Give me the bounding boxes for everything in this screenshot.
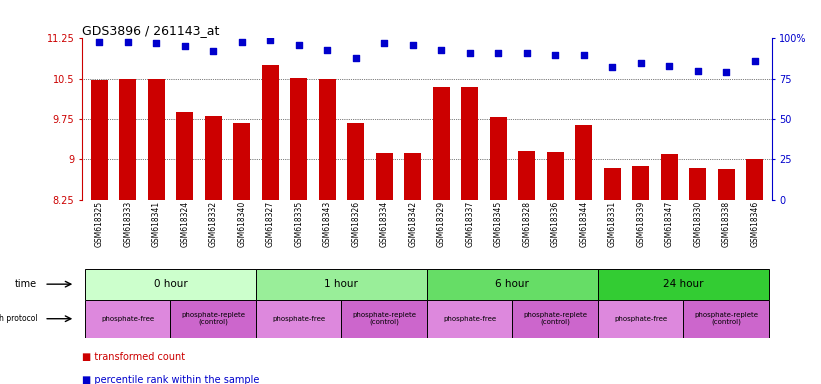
Point xyxy=(378,40,391,46)
Point xyxy=(548,51,562,58)
Text: phosphate-replete
(control): phosphate-replete (control) xyxy=(694,312,758,326)
Bar xyxy=(256,300,342,338)
Point xyxy=(663,63,676,69)
Bar xyxy=(746,159,764,200)
Point xyxy=(406,42,420,48)
Bar xyxy=(148,79,165,200)
Bar xyxy=(518,151,535,200)
Bar xyxy=(85,300,171,338)
Point xyxy=(292,42,305,48)
Text: time: time xyxy=(15,279,37,289)
Bar xyxy=(233,123,250,200)
Text: ■ transformed count: ■ transformed count xyxy=(82,352,186,362)
Text: 24 hour: 24 hour xyxy=(663,279,704,289)
Text: phosphate-free: phosphate-free xyxy=(272,316,325,322)
Point xyxy=(463,50,476,56)
Point xyxy=(93,38,106,45)
Bar xyxy=(90,80,108,200)
Text: phosphate-free: phosphate-free xyxy=(101,316,154,322)
Text: 1 hour: 1 hour xyxy=(324,279,358,289)
Point xyxy=(264,37,277,43)
Bar xyxy=(461,87,478,200)
Bar xyxy=(376,153,392,200)
Point xyxy=(178,43,191,50)
Bar xyxy=(85,269,256,300)
Text: GDS3896 / 261143_at: GDS3896 / 261143_at xyxy=(82,24,219,37)
Bar xyxy=(433,87,450,200)
Bar xyxy=(603,168,621,200)
Bar xyxy=(661,154,677,200)
Bar xyxy=(177,112,193,200)
Text: phosphate-replete
(control): phosphate-replete (control) xyxy=(523,312,587,326)
Point xyxy=(634,60,647,66)
Text: 0 hour: 0 hour xyxy=(154,279,187,289)
Point xyxy=(719,69,732,75)
Point xyxy=(321,46,334,53)
Bar xyxy=(598,300,683,338)
Text: phosphate-free: phosphate-free xyxy=(614,316,667,322)
Bar xyxy=(262,65,279,200)
Bar xyxy=(632,166,649,200)
Bar xyxy=(319,79,336,200)
Text: 6 hour: 6 hour xyxy=(496,279,530,289)
Bar xyxy=(718,169,735,200)
Point xyxy=(207,48,220,55)
Point xyxy=(691,68,704,74)
Point xyxy=(606,65,619,71)
Bar xyxy=(290,78,307,200)
Point xyxy=(748,58,761,64)
Bar xyxy=(404,154,421,200)
Bar xyxy=(427,269,598,300)
Point xyxy=(235,38,248,45)
Bar xyxy=(489,117,507,200)
Point xyxy=(492,50,505,56)
Bar xyxy=(347,123,365,200)
Bar xyxy=(119,79,136,200)
Bar xyxy=(512,300,598,338)
Bar xyxy=(427,300,512,338)
Bar xyxy=(342,300,427,338)
Text: growth protocol: growth protocol xyxy=(0,314,37,323)
Bar xyxy=(575,126,592,200)
Text: phosphate-replete
(control): phosphate-replete (control) xyxy=(181,312,245,326)
Point xyxy=(149,40,163,46)
Bar xyxy=(683,300,769,338)
Point xyxy=(434,46,447,53)
Point xyxy=(349,55,362,61)
Bar xyxy=(256,269,427,300)
Text: phosphate-free: phosphate-free xyxy=(443,316,496,322)
Point xyxy=(520,50,533,56)
Bar xyxy=(598,269,769,300)
Text: phosphate-replete
(control): phosphate-replete (control) xyxy=(352,312,416,326)
Bar xyxy=(547,152,564,200)
Bar xyxy=(204,116,222,200)
Point xyxy=(122,38,135,45)
Bar xyxy=(689,169,706,200)
Point xyxy=(577,51,590,58)
Bar xyxy=(171,300,256,338)
Text: ■ percentile rank within the sample: ■ percentile rank within the sample xyxy=(82,375,259,384)
